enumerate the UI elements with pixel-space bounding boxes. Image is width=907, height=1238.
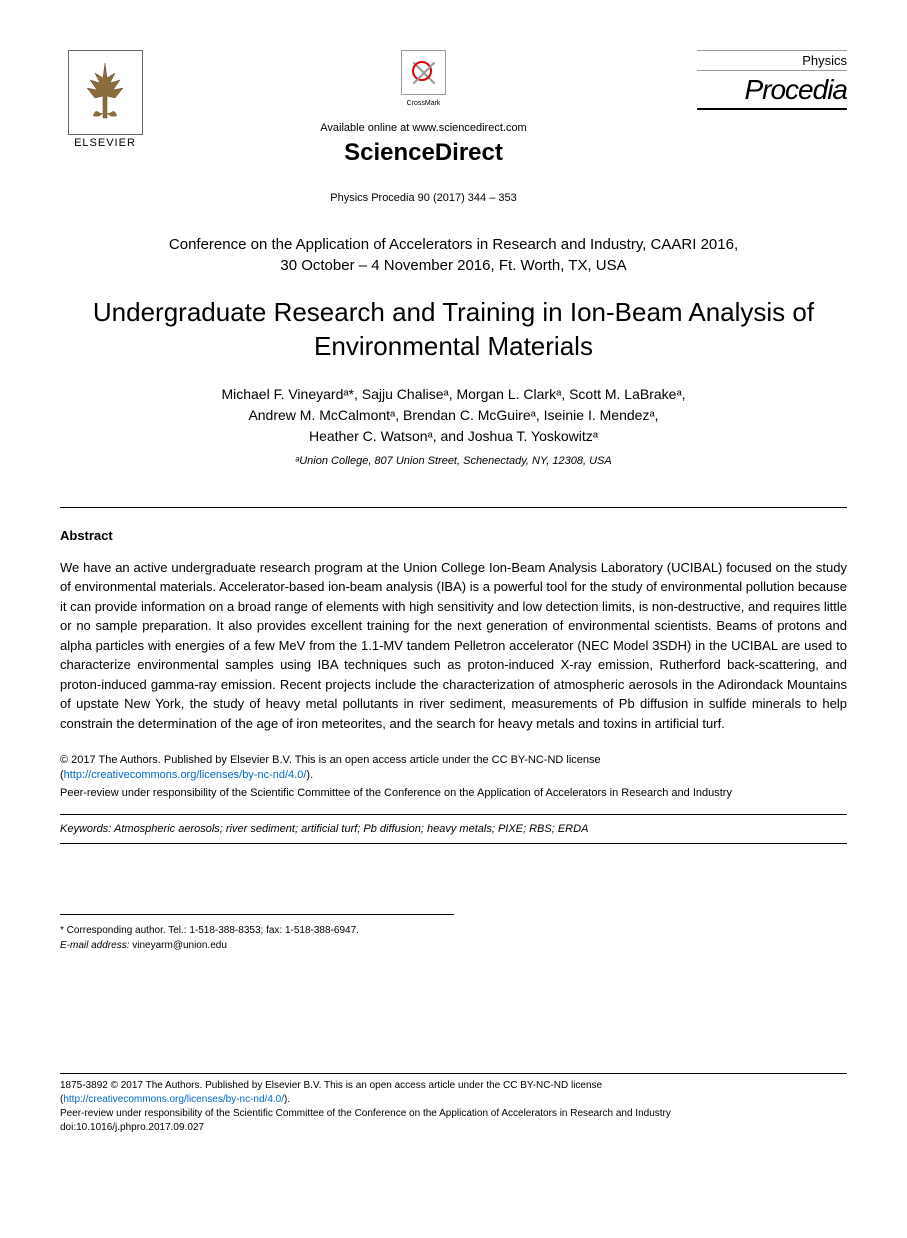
abstract-heading: Abstract: [60, 528, 847, 543]
email-address: vineyarm@union.edu: [129, 940, 226, 951]
authors-line2: Andrew M. McCalmontᵃ, Brendan C. McGuire…: [60, 405, 847, 426]
authors-line1: Michael F. Vineyardᵃ*, Sajju Chaliseᵃ, M…: [60, 384, 847, 405]
crossmark-icon[interactable]: [401, 50, 446, 95]
copyright-text: © 2017 The Authors. Published by Elsevie…: [60, 754, 601, 766]
crossmark-label: CrossMark: [170, 100, 677, 107]
keywords-text: Atmospheric aerosols; river sediment; ar…: [111, 823, 588, 835]
available-online: Available online at www.sciencedirect.co…: [170, 122, 677, 134]
corresponding-text: * Corresponding author. Tel.: 1-518-388-…: [60, 923, 454, 938]
procedia-text: Procedia: [697, 74, 847, 110]
article-title: Undergraduate Research and Training in I…: [60, 296, 847, 364]
peer-review: Peer-review under responsibility of the …: [60, 787, 847, 799]
divider-top: [60, 507, 847, 508]
conference-line1: Conference on the Application of Acceler…: [60, 234, 847, 255]
footer-peer-review: Peer-review under responsibility of the …: [60, 1107, 847, 1121]
authors-line3: Heather C. Watsonᵃ, and Joshua T. Yoskow…: [60, 426, 847, 447]
procedia-logo: Physics Procedia: [697, 50, 847, 110]
keywords-line: Keywords: Atmospheric aerosols; river se…: [60, 814, 847, 844]
footer: 1875-3892 © 2017 The Authors. Published …: [60, 1073, 847, 1135]
license-link[interactable]: http://creativecommons.org/licenses/by-n…: [64, 769, 307, 781]
corresponding-author: * Corresponding author. Tel.: 1-518-388-…: [60, 914, 454, 953]
journal-reference: Physics Procedia 90 (2017) 344 – 353: [170, 192, 677, 204]
footer-doi: doi:10.1016/j.phpro.2017.09.027: [60, 1121, 847, 1135]
authors: Michael F. Vineyardᵃ*, Sajju Chaliseᵃ, M…: [60, 384, 847, 447]
elsevier-text: ELSEVIER: [60, 137, 150, 149]
header-row: ELSEVIER CrossMark Available online at w…: [60, 50, 847, 204]
email-label: E-mail address:: [60, 940, 129, 951]
elsevier-logo: ELSEVIER: [60, 50, 150, 149]
procedia-physics-label: Physics: [697, 50, 847, 71]
center-header: CrossMark Available online at www.scienc…: [150, 50, 697, 204]
footer-issn: 1875-3892 © 2017 The Authors. Published …: [60, 1080, 602, 1091]
sciencedirect-logo: ScienceDirect: [170, 139, 677, 167]
copyright-block: © 2017 The Authors. Published by Elsevie…: [60, 753, 847, 784]
footer-license-link[interactable]: http://creativecommons.org/licenses/by-n…: [63, 1094, 284, 1105]
conference-info: Conference on the Application of Acceler…: [60, 234, 847, 276]
conference-line2: 30 October – 4 November 2016, Ft. Worth,…: [60, 255, 847, 276]
elsevier-tree-icon: [68, 50, 143, 135]
affiliation: ᵃUnion College, 807 Union Street, Schene…: [60, 455, 847, 467]
abstract-text: We have an active undergraduate research…: [60, 558, 847, 734]
keywords-label: Keywords:: [60, 823, 111, 835]
